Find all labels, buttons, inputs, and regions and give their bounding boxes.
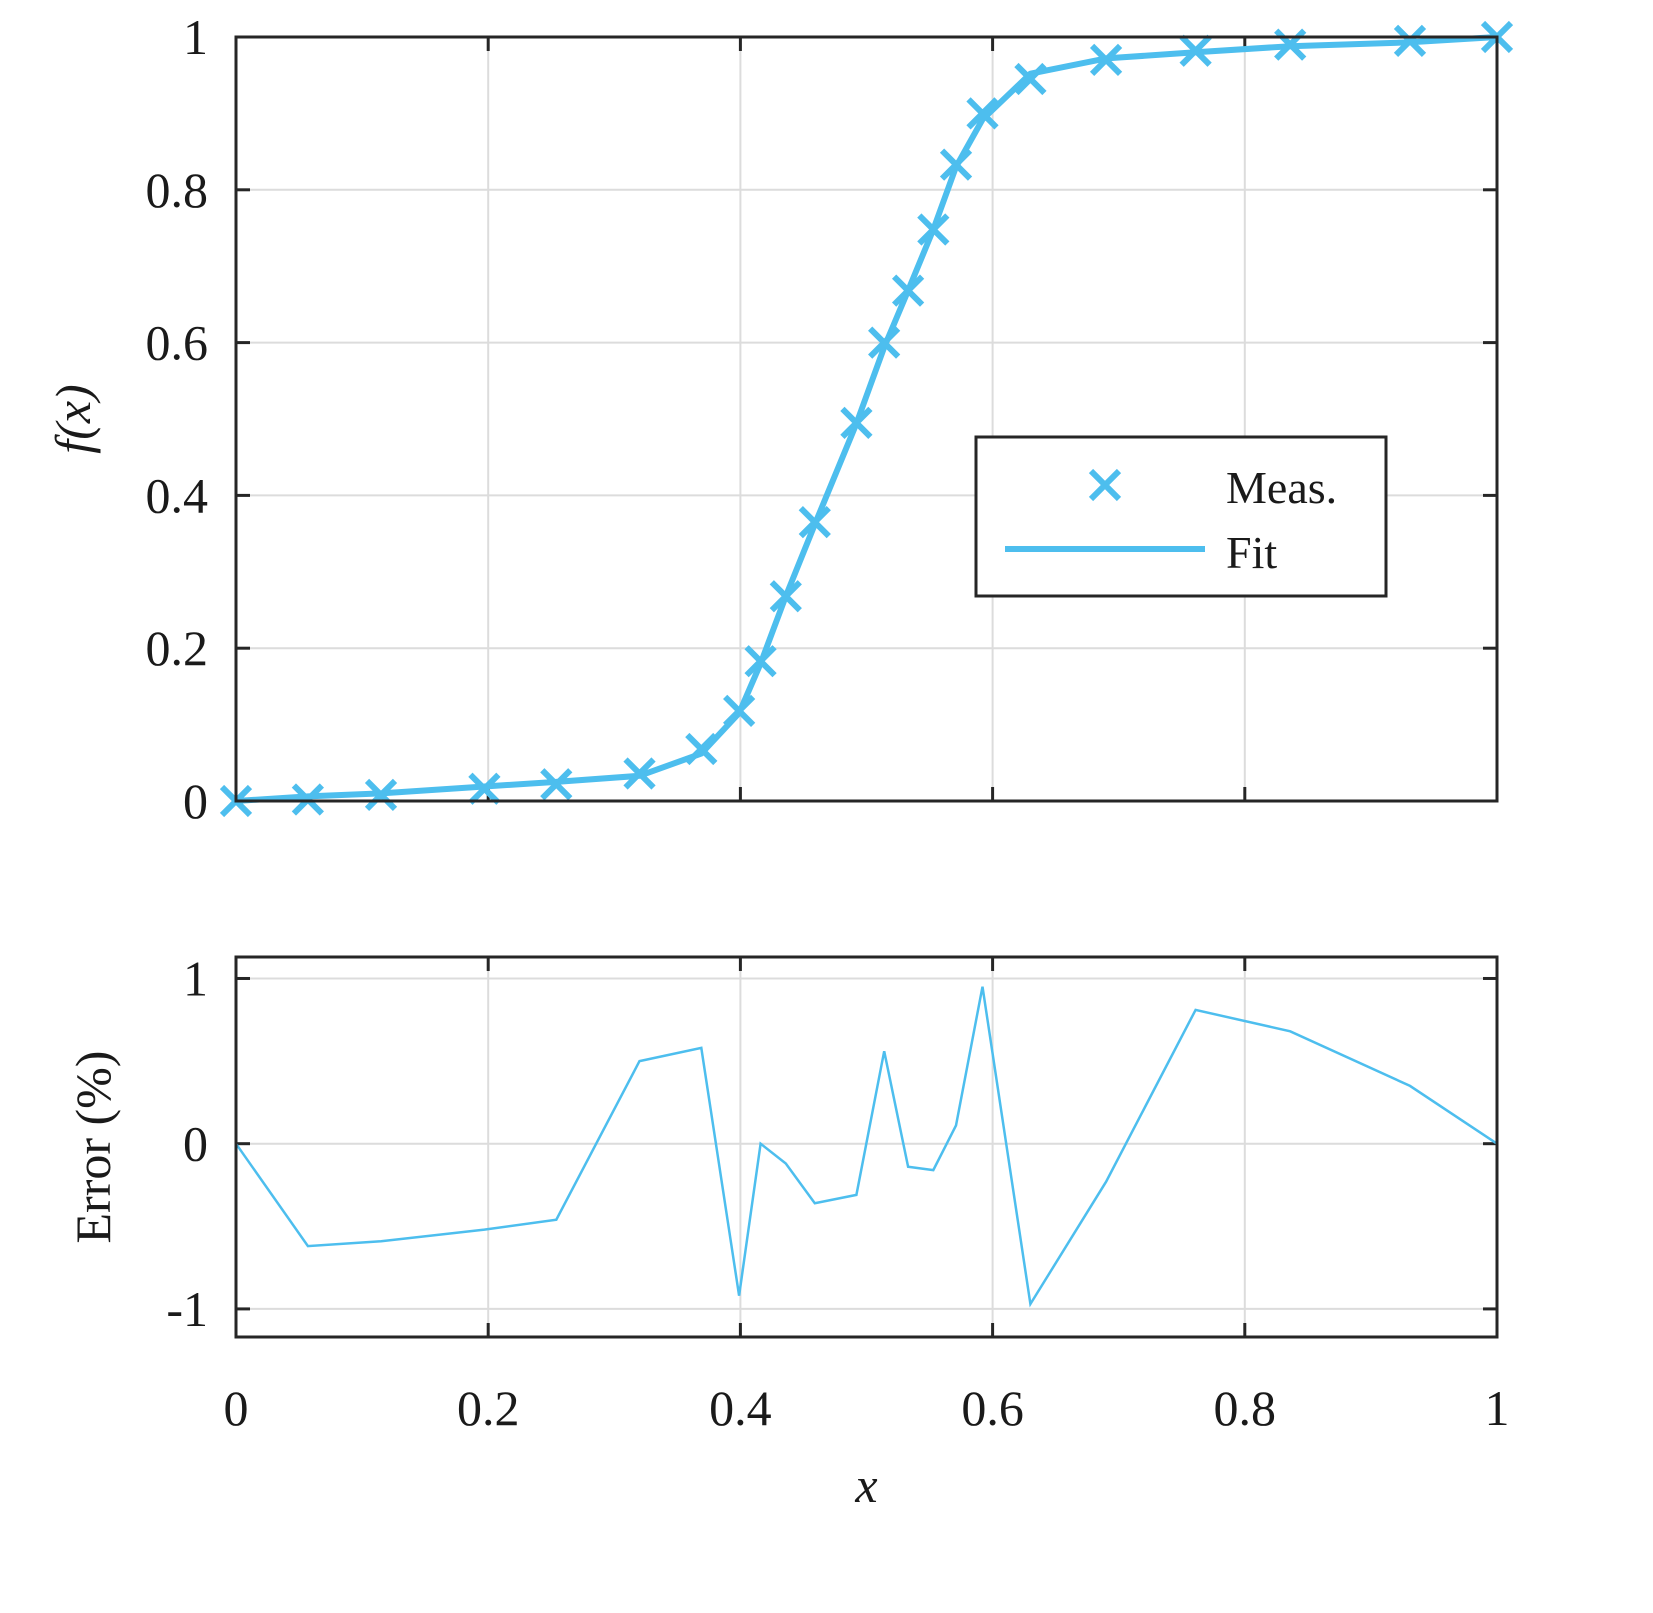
meas-marker [966, 97, 999, 130]
x-tick-label: 0.2 [457, 1380, 520, 1436]
meas-marker [1274, 28, 1307, 61]
x-tick-label: 0.6 [961, 1380, 1024, 1436]
bottom-axes-frame [234, 955, 1499, 1339]
top-axes-frame [234, 35, 1499, 803]
meas-marker [364, 778, 398, 812]
top-panel: 0 0.2 0.4 0.6 0.8 1 f(x) Meas. Fit [45, 9, 1514, 829]
y-tick-label: -1 [166, 1281, 208, 1337]
meas-marker [840, 406, 873, 439]
y-tick-label: 0.6 [146, 315, 209, 371]
meas-marker [744, 645, 777, 678]
meas-marker [685, 732, 718, 766]
x-axis-label: x [854, 1457, 877, 1513]
top-ticks [234, 35, 1499, 803]
bottom-y-tick-labels: -1 0 1 [166, 950, 208, 1336]
x-tick-label: 0.4 [709, 1380, 772, 1436]
y-tick-label: 0.4 [146, 467, 209, 523]
meas-marker [1393, 24, 1427, 57]
meas-marker [1014, 62, 1047, 96]
y-tick-label: 0.8 [146, 162, 209, 218]
legend-label-meas: Meas. [1226, 462, 1337, 513]
bottom-x-tick-labels: 0 0.2 0.4 0.6 0.8 1 [224, 1380, 1510, 1436]
y-tick-label: 0 [183, 1116, 208, 1172]
y-tick-label: 1 [183, 950, 208, 1006]
top-series [219, 20, 1514, 818]
legend-label-fit: Fit [1226, 527, 1277, 578]
meas-marker [1179, 34, 1212, 67]
x-tick-label: 0.8 [1214, 1380, 1277, 1436]
meas-marker [769, 580, 802, 613]
fit-line [235, 34, 1498, 804]
top-y-axis-label: f(x) [45, 384, 101, 453]
legend-meas-marker [1088, 468, 1122, 502]
bottom-y-axis-label: Error (%) [65, 1051, 121, 1244]
bottom-series [234, 986, 1498, 1308]
y-tick-label: 1 [183, 9, 208, 65]
meas-marker [798, 506, 831, 539]
meas-marker [1089, 43, 1123, 77]
x-tick-label: 1 [1485, 1380, 1510, 1436]
meas-marker [540, 768, 573, 801]
top-grid [235, 36, 1498, 802]
legend: Meas. Fit [974, 435, 1388, 598]
meas-marker [917, 213, 950, 246]
meas-marker [291, 783, 324, 816]
top-y-tick-labels: 0 0.2 0.4 0.6 0.8 1 [146, 9, 209, 829]
meas-marker [723, 694, 756, 727]
error-line [234, 986, 1498, 1308]
meas-marker [868, 326, 901, 359]
meas-marker [939, 148, 973, 181]
meas-marker [623, 757, 656, 790]
meas-marker [468, 772, 501, 805]
legend-box [974, 435, 1388, 598]
x-tick-label: 0 [224, 1380, 249, 1436]
y-tick-label: 0.2 [146, 620, 209, 676]
y-tick-label: 0 [183, 773, 208, 829]
bottom-panel: -1 0 1 0 0.2 0.4 0.6 0.8 1 Error (%) x [65, 950, 1510, 1513]
meas-marker [891, 274, 925, 307]
